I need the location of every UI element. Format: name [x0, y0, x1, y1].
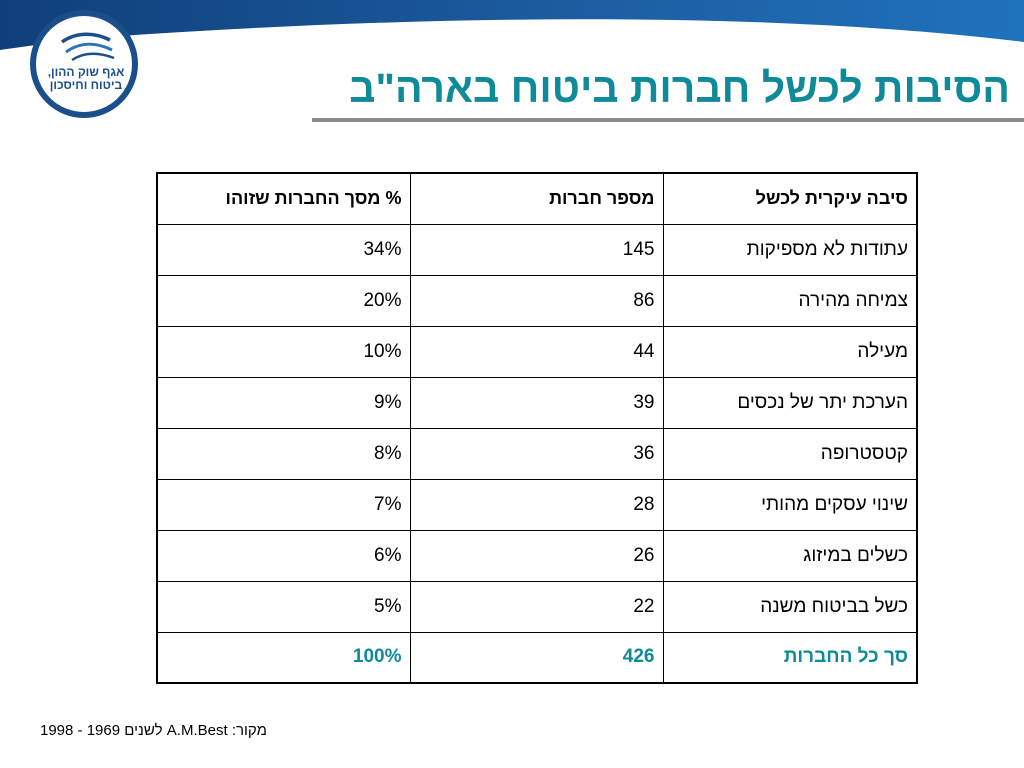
- table-row: שינוי עסקים מהותי 28 7%: [156, 478, 918, 531]
- cell-percent: 34%: [156, 223, 411, 276]
- cell-reason: מעילה: [662, 325, 918, 378]
- logo-text-line1: אגף שוק ההון,: [47, 65, 125, 79]
- cell-count: 145: [409, 223, 664, 276]
- cell-count: 39: [409, 376, 664, 429]
- cell-percent: 8%: [156, 427, 411, 480]
- cell-percent: 5%: [156, 580, 411, 633]
- cell-count: 44: [409, 325, 664, 378]
- table-row: מעילה 44 10%: [156, 325, 918, 378]
- source-note: מקור: A.M.Best לשנים 1969 - 1998: [40, 722, 267, 739]
- cell-percent: 10%: [156, 325, 411, 378]
- header-percent: % מסך החברות שזוהו: [156, 172, 411, 225]
- page-title: הסיבות לכשל חברות ביטוח בארה"ב: [349, 65, 1010, 111]
- total-label: סך כל החברות: [662, 631, 918, 684]
- cell-reason: הערכת יתר של נכסים: [662, 376, 918, 429]
- wave-icon: [60, 32, 115, 62]
- cell-reason: שינוי עסקים מהותי: [662, 478, 918, 531]
- table-row: קטסטרופה 36 8%: [156, 427, 918, 480]
- cell-percent: 9%: [156, 376, 411, 429]
- logo-text: אגף שוק ההון, ביטוח וחיסכון: [44, 66, 128, 92]
- logo: אגף שוק ההון, ביטוח וחיסכון: [30, 10, 138, 118]
- cell-reason: כשלים במיזוג: [662, 529, 918, 582]
- table-row: עתודות לא מספיקות 145 34%: [156, 223, 918, 276]
- cell-count: 26: [409, 529, 664, 582]
- table-row: צמיחה מהירה 86 20%: [156, 274, 918, 327]
- cell-percent: 20%: [156, 274, 411, 327]
- cell-percent: 7%: [156, 478, 411, 531]
- cell-reason: כשל בביטוח משנה: [662, 580, 918, 633]
- total-count: 426: [409, 631, 664, 684]
- header-reason: סיבה עיקרית לכשל: [662, 172, 918, 225]
- cell-reason: עתודות לא מספיקות: [662, 223, 918, 276]
- table-row: כשל בביטוח משנה 22 5%: [156, 580, 918, 633]
- table-header-row: סיבה עיקרית לכשל מספר חברות % מסך החברות…: [156, 172, 918, 225]
- cell-count: 86: [409, 274, 664, 327]
- table-row: כשלים במיזוג 26 6%: [156, 529, 918, 582]
- total-percent: 100%: [156, 631, 411, 684]
- table-row: הערכת יתר של נכסים 39 9%: [156, 376, 918, 429]
- header-banner: [0, 0, 1024, 50]
- cell-reason: קטסטרופה: [662, 427, 918, 480]
- cell-count: 28: [409, 478, 664, 531]
- table-total-row: סך כל החברות 426 100%: [156, 631, 918, 684]
- cell-percent: 6%: [156, 529, 411, 582]
- failure-reasons-table: סיבה עיקרית לכשל מספר חברות % מסך החברות…: [156, 172, 918, 684]
- cell-count: 36: [409, 427, 664, 480]
- logo-text-line2: ביטוח וחיסכון: [49, 78, 123, 92]
- cell-count: 22: [409, 580, 664, 633]
- title-underline: [312, 118, 1024, 122]
- cell-reason: צמיחה מהירה: [662, 274, 918, 327]
- header-count: מספר חברות: [409, 172, 664, 225]
